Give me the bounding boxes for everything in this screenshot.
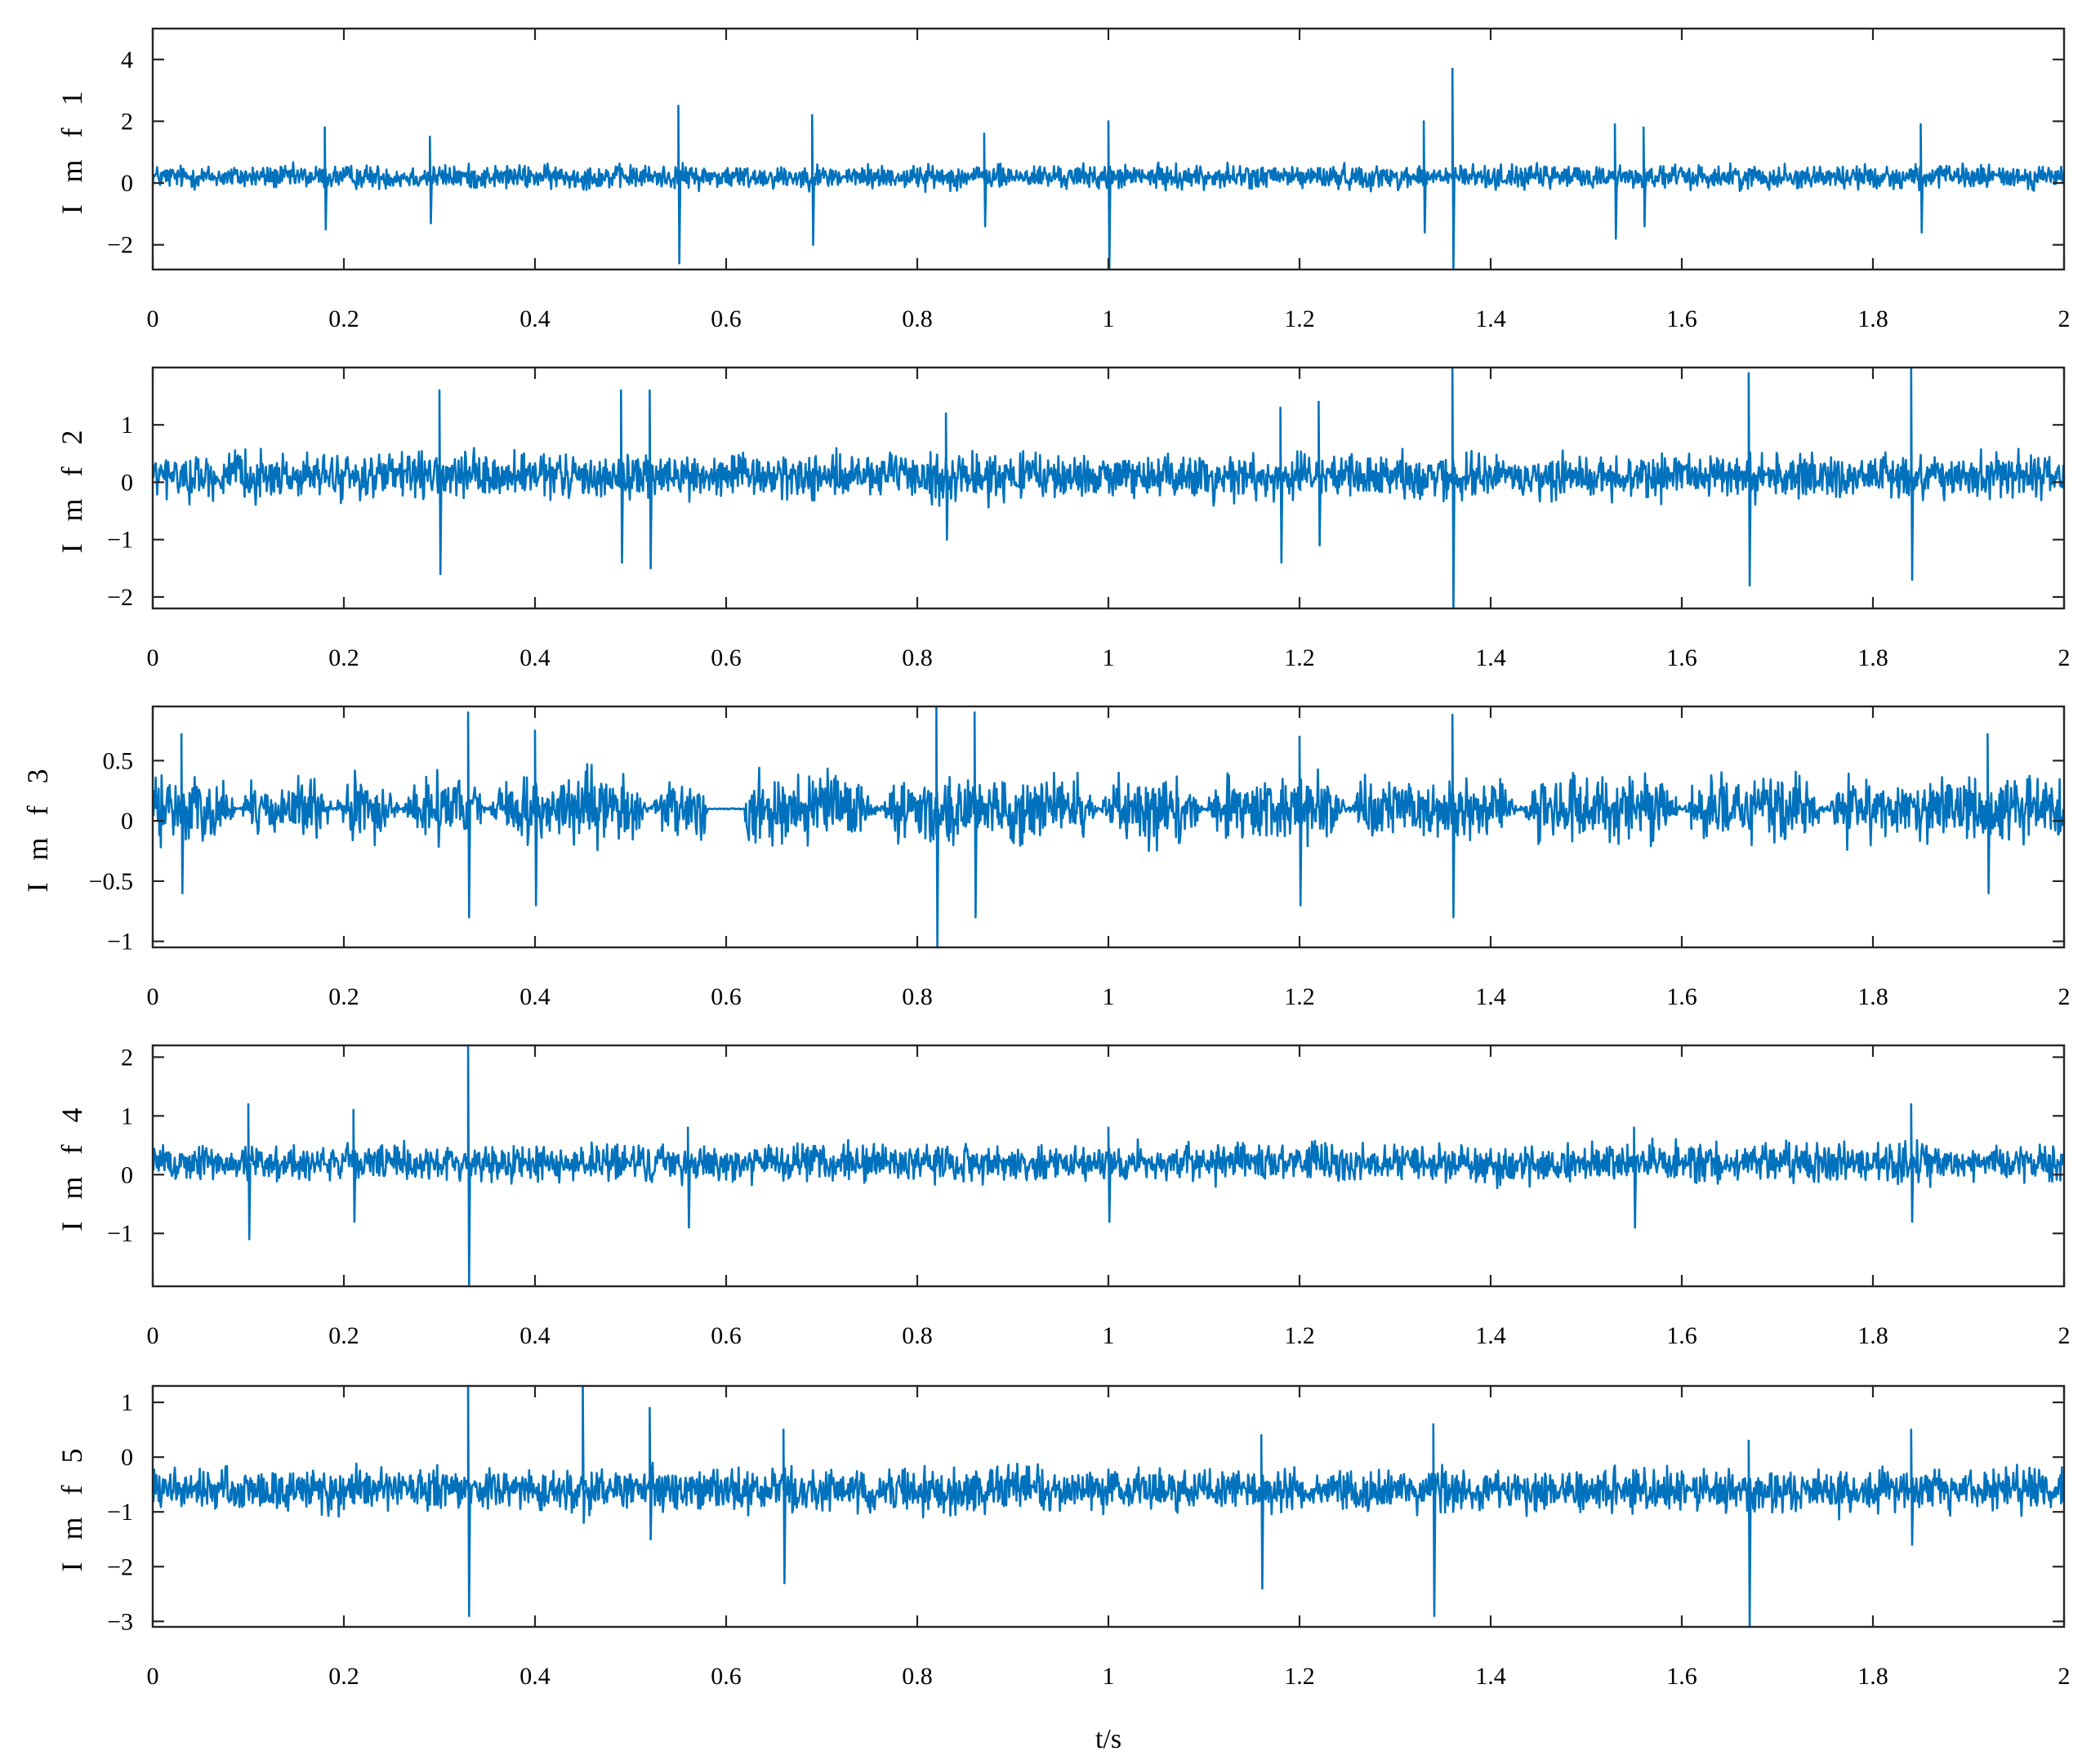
x-tick-label: 1.4 — [1475, 1322, 1506, 1349]
x-tick-label: 1 — [1103, 305, 1115, 332]
y-tick-label: 1 — [121, 412, 133, 439]
x-tick-label: 0.4 — [519, 1322, 551, 1349]
y-tick-label: −0.5 — [89, 868, 133, 895]
x-tick-label: 2 — [2058, 1322, 2071, 1349]
x-tick-label: 0 — [147, 1322, 159, 1349]
y-tick-label: −1 — [107, 527, 133, 554]
y-tick-label: 0.5 — [103, 747, 134, 774]
x-tick-label: 1.4 — [1475, 644, 1506, 671]
panel-imf-4: 0 0.2 0.4 0.6 0.8 1 1.2 1.4 1.6 1.8 2 −1 0 1 2 I m f 4 — [56, 1044, 2071, 1349]
y-tick-label: 0 — [121, 1444, 133, 1471]
x-tick-label: 0.8 — [902, 644, 933, 671]
x-tick-label: 1.2 — [1284, 644, 1315, 671]
imf-5-axes-box — [151, 1384, 2066, 1629]
y-tick-label: 0 — [121, 1161, 133, 1188]
x-tick-label: 1.4 — [1475, 305, 1506, 332]
x-tick-label: 1 — [1103, 644, 1115, 671]
x-tick-label: 0 — [147, 305, 159, 332]
y-tick-label: 0 — [121, 170, 133, 197]
x-tick-label: 0.8 — [902, 1663, 933, 1690]
x-tick-label: 1.4 — [1475, 983, 1506, 1010]
imf-5-y-axis-label: I m f 5 — [56, 1441, 88, 1572]
x-tick-label: 0.2 — [328, 1322, 359, 1349]
y-tick-label: −2 — [107, 1553, 133, 1580]
y-tick-label: 0 — [121, 808, 133, 835]
y-tick-label: 2 — [121, 108, 133, 135]
imf-2-series-line — [151, 366, 2066, 610]
x-tick-label: 2 — [2058, 983, 2071, 1010]
x-tick-label: 1 — [1103, 1663, 1115, 1690]
x-tick-label: 1.8 — [1857, 983, 1888, 1010]
x-tick-label: 1.8 — [1857, 644, 1888, 671]
x-tick-label: 1 — [1103, 1322, 1115, 1349]
x-tick-label: 1.2 — [1284, 1663, 1315, 1690]
x-tick-label: 1.2 — [1284, 1322, 1315, 1349]
x-tick-label: 0.8 — [902, 305, 933, 332]
x-tick-label: 0.6 — [711, 983, 742, 1010]
x-tick-label: 0.4 — [519, 1663, 551, 1690]
x-tick-label: 0.6 — [711, 644, 742, 671]
x-tick-label: 2 — [2058, 644, 2071, 671]
x-tick-label: 0 — [147, 1663, 159, 1690]
x-tick-label: 0.2 — [328, 1663, 359, 1690]
x-tick-label: 0.6 — [711, 1322, 742, 1349]
x-tick-label: 0.2 — [328, 305, 359, 332]
x-tick-label: 0.2 — [328, 983, 359, 1010]
x-tick-label: 1.6 — [1666, 1663, 1697, 1690]
imf-5-series-line — [151, 1384, 2065, 1629]
x-tick-label: 1.8 — [1857, 1322, 1888, 1349]
x-tick-label: 0 — [147, 644, 159, 671]
x-tick-label: 1.8 — [1857, 1663, 1888, 1690]
x-tick-label: 0.6 — [711, 1663, 742, 1690]
panel-imf-5: 0 0.2 0.4 0.6 0.8 1 1.2 1.4 1.6 1.8 2 −3 −2 −1 0 1 I m f… — [56, 1384, 2071, 1690]
x-tick-label: 0.8 — [902, 983, 933, 1010]
y-tick-label: −2 — [107, 232, 133, 259]
x-tick-label: 1.2 — [1284, 305, 1315, 332]
x-tick-label: 1.6 — [1666, 305, 1697, 332]
x-tick-label: 1.4 — [1475, 1663, 1506, 1690]
x-tick-label: 0.2 — [328, 644, 359, 671]
imf-2-y-axis-label: I m f 2 — [56, 423, 88, 554]
x-tick-label: 0.4 — [519, 644, 551, 671]
y-tick-label: −1 — [107, 1220, 133, 1247]
y-tick-label: 1 — [121, 1389, 133, 1416]
y-tick-label: 4 — [121, 47, 133, 74]
panel-imf-2: 0 0.2 0.4 0.6 0.8 1 1.2 1.4 1.6 1.8 2 −2 −1 0 1 I m f 2 — [56, 366, 2071, 671]
x-tick-label: 0.8 — [902, 1322, 933, 1349]
x-tick-label: 0 — [147, 983, 159, 1010]
x-tick-label: 1.6 — [1666, 1322, 1697, 1349]
y-tick-label: −1 — [107, 1499, 133, 1526]
y-tick-label: 1 — [121, 1103, 133, 1130]
imf-3-series-line — [151, 705, 2066, 949]
imf-1-series-line — [151, 67, 2066, 271]
y-tick-label: −2 — [107, 584, 133, 611]
x-axis-label: t/s — [1095, 1724, 1121, 1754]
x-tick-label: 0.6 — [711, 305, 742, 332]
imf-3-y-axis-label: I m f 3 — [21, 762, 54, 893]
x-tick-label: 1.8 — [1857, 305, 1888, 332]
x-tick-label: 0.4 — [519, 305, 551, 332]
imf-4-y-axis-label: I m f 4 — [56, 1101, 88, 1232]
imf-1-y-axis-label: I m f 1 — [56, 84, 88, 215]
y-tick-label: −1 — [107, 929, 133, 956]
y-tick-label: −3 — [107, 1608, 133, 1635]
x-tick-label: 0.4 — [519, 983, 551, 1010]
y-tick-label: 2 — [121, 1044, 133, 1071]
x-tick-label: 2 — [2058, 305, 2071, 332]
x-tick-label: 1.2 — [1284, 983, 1315, 1010]
x-tick-label: 2 — [2058, 1663, 2071, 1690]
x-tick-label: 1.6 — [1666, 644, 1697, 671]
panel-imf-1: 0 0.2 0.4 0.6 0.8 1 1.2 1.4 1.6 1.8 2 −2 0 2 4 I m f 1 — [56, 27, 2071, 332]
x-tick-label: 1 — [1103, 983, 1115, 1010]
imf-4-series-line — [151, 1044, 2066, 1288]
y-tick-label: 0 — [121, 469, 133, 496]
x-tick-label: 1.6 — [1666, 983, 1697, 1010]
panel-imf-3: 0 0.2 0.4 0.6 0.8 1 1.2 1.4 1.6 1.8 2 −1 −0.5 0 0.5 I m… — [21, 705, 2071, 1010]
